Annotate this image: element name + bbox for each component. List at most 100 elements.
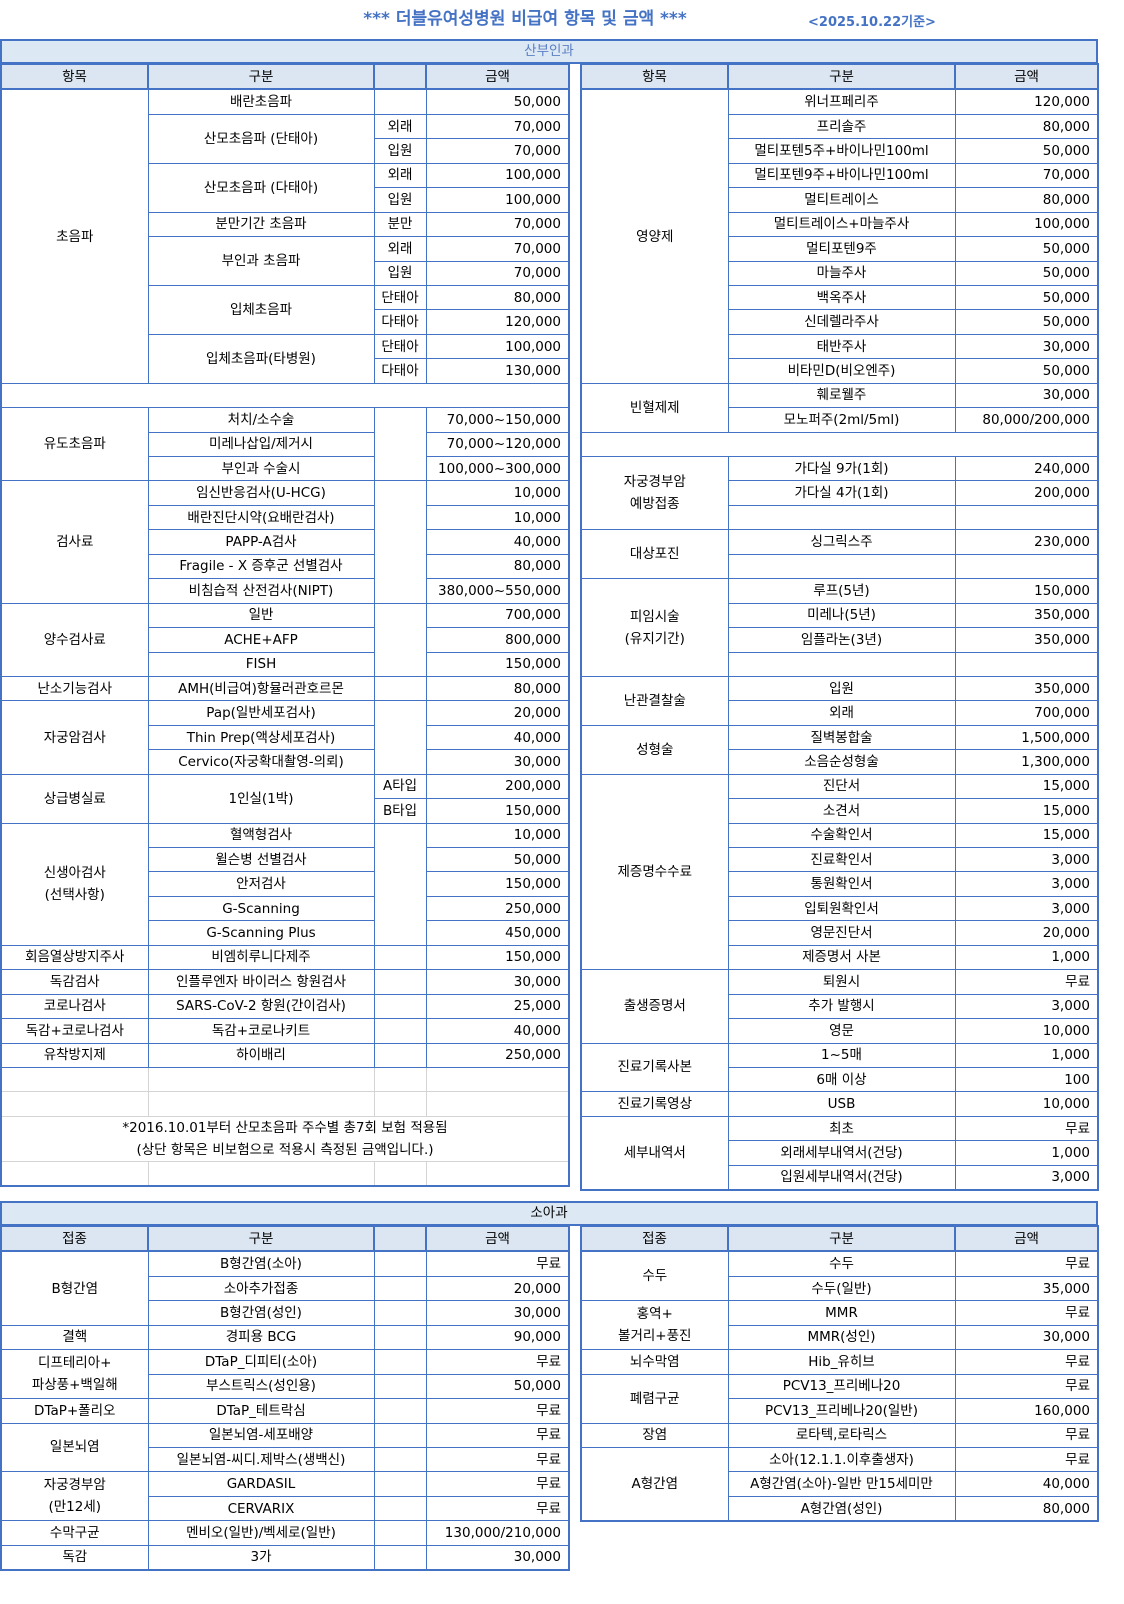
column-header-item: 항목 <box>0 63 149 91</box>
table-row: 자궁경부암 예방접종 가다실 9가(1회) 240,000 <box>580 455 1099 531</box>
group-name: 피임시술 (유지기간) <box>580 578 729 677</box>
item-name: 배란진단시약(요배란검사) <box>147 504 375 531</box>
item-price: 700,000 <box>425 602 570 629</box>
table-row: 자궁암검사 Pap(일반세포검사) 20,000 <box>0 700 570 775</box>
item-price: 40,000 <box>954 1471 1099 1497</box>
item-name: 임플라논(3년) <box>727 627 956 653</box>
item-price: 무료 <box>954 1250 1099 1277</box>
group-name: 검사료 <box>0 480 149 604</box>
item-price: 30,000 <box>425 1544 570 1571</box>
table-row: 상급병실료 1인실(1박) A타입 200,000 <box>0 773 570 824</box>
table-row <box>581 553 1099 580</box>
item-price: 50,000 <box>425 846 570 873</box>
table-row: 멀티포텐9주 50,000 <box>581 236 1099 262</box>
item-name: 하이배리 <box>147 1042 375 1068</box>
item-name: DTaP_테트락심 <box>147 1398 375 1424</box>
table-row: Cervico(자궁확대촬영-의뢰) 30,000 <box>1 749 570 775</box>
item-name: 진단서 <box>727 773 956 800</box>
item-name: 수술확인서 <box>727 822 956 849</box>
item-price: 무료 <box>954 1446 1099 1473</box>
group-name: 제증명수수료 <box>580 773 729 971</box>
item-name: GARDASIL <box>147 1471 375 1497</box>
item-price: 20,000 <box>954 920 1099 946</box>
table-row: 폐렴구균 PCV13_프리베나20 무료 <box>580 1373 1099 1424</box>
item-type: 외래 <box>373 113 427 140</box>
item-price: 35,000 <box>954 1275 1099 1302</box>
column-header-vaccine: 접종 <box>0 1225 149 1253</box>
item-name: 소음순성형술 <box>727 749 956 775</box>
item-price: 150,000 <box>425 798 570 824</box>
item-price: 70,000 <box>954 162 1099 189</box>
group-name: 유착방지제 <box>0 1042 149 1068</box>
group-name: A형간염 <box>580 1446 729 1522</box>
item-name: 제증명서 사본 <box>727 944 956 971</box>
table-row: 소음순성형술 1,300,000 <box>581 749 1099 775</box>
item-price <box>954 504 1099 531</box>
empty-cell <box>425 1160 570 1187</box>
item-name: 비침습적 산전검사(NIPT) <box>147 578 375 604</box>
item-price: 1,000 <box>954 944 1099 971</box>
item-price: 200,000 <box>425 773 570 800</box>
table-row: 산모초음파 (다태아) 외래 100,000 <box>1 162 570 213</box>
table-row: 프리솔주 80,000 <box>581 113 1099 140</box>
item-name: 소견서 <box>727 798 956 824</box>
item-price: 30,000 <box>425 749 570 775</box>
empty-cell <box>147 1160 375 1187</box>
table-row: 모노퍼주(2ml/5ml) 80,000/200,000 <box>581 407 1099 433</box>
item-name: Thin Prep(액상세포검사) <box>147 724 375 751</box>
table-row: 임플라논(3년) 350,000 <box>581 627 1099 653</box>
group-name: 빈혈제제 <box>580 382 729 433</box>
group-name: 뇌수막염 <box>580 1349 729 1375</box>
section-header-obgyn: 산부인과 <box>0 39 1098 64</box>
item-name: 백옥주사 <box>727 284 956 311</box>
item-price: 10,000 <box>425 480 570 506</box>
empty-cell <box>580 431 1099 458</box>
item-type <box>373 1300 427 1326</box>
table-row: PAPP-A검사 40,000 <box>1 529 570 555</box>
table-row: 통원확인서 3,000 <box>581 871 1099 897</box>
table-row: 제증명서 사본 1,000 <box>581 944 1099 971</box>
item-name: 산모초음파 (다태아) <box>147 162 375 213</box>
blank-row <box>0 1066 570 1093</box>
item-type: 입원 <box>373 187 427 213</box>
item-price: 100,000~300,000 <box>425 455 570 482</box>
empty-cell <box>425 1091 570 1117</box>
item-name: 1~5매 <box>727 1042 956 1068</box>
item-price: 70,000~120,000 <box>425 431 570 458</box>
table-row: FISH 150,000 <box>1 651 570 677</box>
item-name: 멀티포텐9주+바이나민100ml <box>727 162 956 189</box>
item-type: 분만 <box>373 211 427 238</box>
table-row: B형간염(성인) 30,000 <box>1 1300 570 1326</box>
item-price: 30,000 <box>954 1324 1099 1351</box>
table-row: 멀티포텐5주+바이나민100ml 50,000 <box>581 138 1099 164</box>
table-row: 입원 70,000 <box>1 260 570 286</box>
item-price: 50,000 <box>954 358 1099 384</box>
table-row: 뇌수막염 Hib_유히브 무료 <box>580 1349 1099 1375</box>
table-row: 일본뇌염 일본뇌염-세포배양 무료 <box>0 1422 570 1473</box>
item-price: 1,000 <box>954 1140 1099 1166</box>
item-price: 70,000 <box>425 138 570 164</box>
table-row: 출생증명서 퇴원시 무료 <box>580 969 1099 1044</box>
item-price: 무료 <box>425 1250 570 1277</box>
table-row: Thin Prep(액상세포검사) 40,000 <box>1 724 570 751</box>
item-price: 10,000 <box>954 1018 1099 1044</box>
item-price <box>954 651 1099 677</box>
item-type <box>373 675 427 702</box>
item-name <box>727 651 956 677</box>
table-row: 진료기록사본 1~5매 1,000 <box>580 1042 1099 1093</box>
table-row: G-Scanning 250,000 <box>1 895 570 922</box>
item-price: 25,000 <box>425 993 570 1020</box>
group-name: DTaP+폴리오 <box>0 1398 149 1424</box>
item-price: 50,000 <box>425 1373 570 1400</box>
item-type <box>373 1250 427 1277</box>
item-name: USB <box>727 1091 956 1117</box>
group-name: 난관결찰술 <box>580 675 729 726</box>
item-type <box>373 1471 427 1497</box>
item-price: 10,000 <box>425 822 570 849</box>
item-name: 인플루엔자 바이러스 항원검사 <box>147 969 375 995</box>
table-row: 회음열상방지주사 비엠히루니다제주 150,000 <box>0 944 570 971</box>
item-name: 입체초음파 <box>147 284 375 335</box>
item-type: 입원 <box>373 260 427 286</box>
column-header-price: 금액 <box>425 63 570 91</box>
group-name: 회음열상방지주사 <box>0 944 149 971</box>
